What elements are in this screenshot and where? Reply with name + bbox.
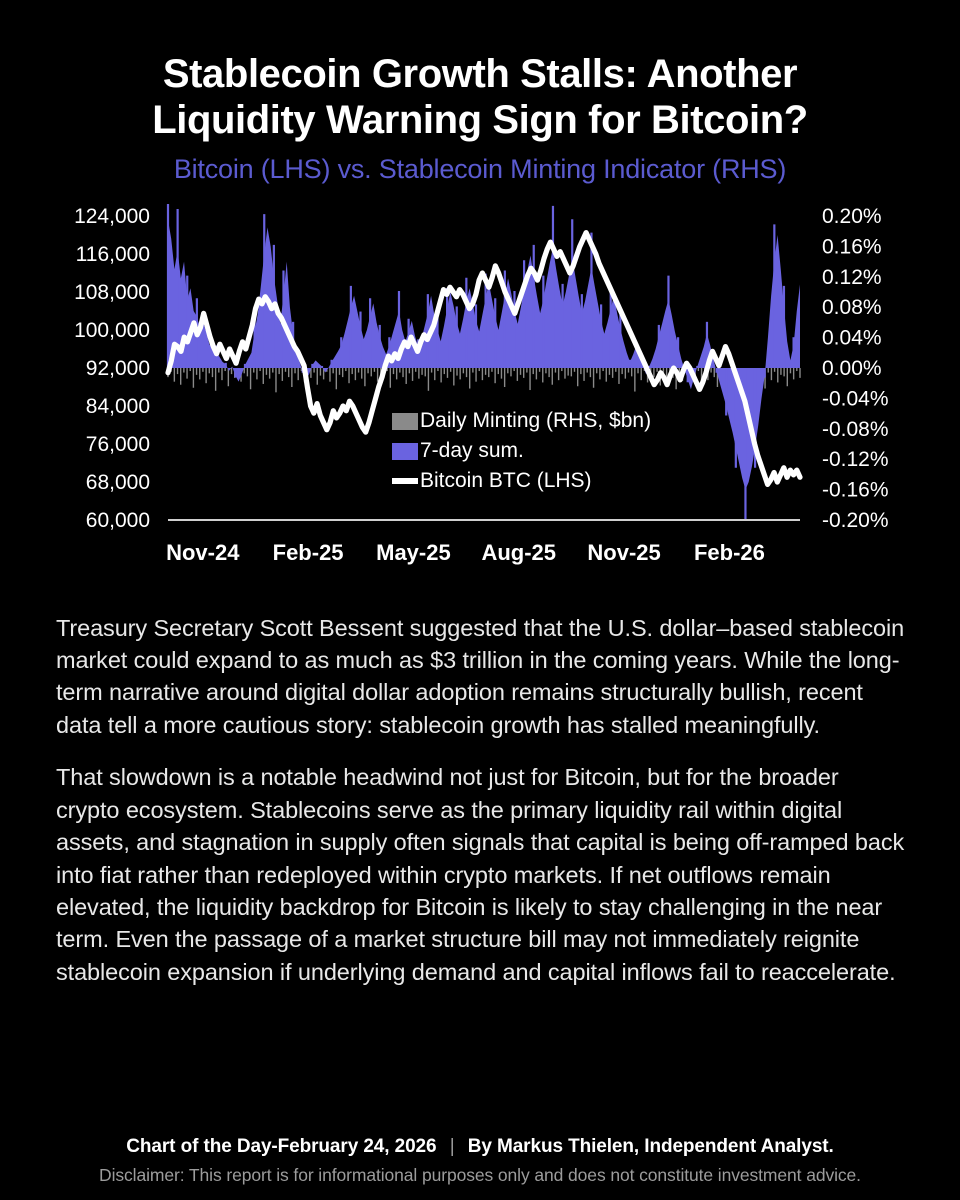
x-axis-tick: Aug-25 bbox=[481, 540, 556, 565]
chart-container: 124,000 116,000 108,000 100,000 92,000 84,000… bbox=[0, 203, 960, 604]
right-axis-tick: -0.16% bbox=[822, 478, 889, 501]
title-line-2: Liquidity Warning Sign for Bitcoin? bbox=[152, 97, 808, 142]
left-axis-tick-labels: 124,000 116,000 108,000 100,000 92,000 84,000… bbox=[74, 205, 150, 532]
x-axis-tick: May-25 bbox=[376, 540, 451, 565]
left-axis-tick: 108,000 bbox=[74, 281, 150, 304]
left-axis-tick: 124,000 bbox=[74, 205, 150, 228]
article-body: Treasury Secretary Scott Bessent suggest… bbox=[0, 604, 960, 989]
header: Stablecoin Growth Stalls: Another Liquid… bbox=[0, 0, 960, 186]
left-axis-tick: 116,000 bbox=[76, 243, 150, 266]
footer: Chart of the Day-February 24, 2026 | By … bbox=[0, 1136, 960, 1186]
right-axis-tick: 0.08% bbox=[822, 296, 882, 319]
right-axis-tick: -0.20% bbox=[822, 509, 889, 532]
right-axis-tick: 0.00% bbox=[822, 357, 882, 380]
x-axis-tick: Nov-24 bbox=[166, 540, 240, 565]
legend-swatch bbox=[392, 412, 418, 430]
right-axis-tick: 0.04% bbox=[822, 326, 882, 349]
right-axis-tick: -0.04% bbox=[822, 387, 889, 410]
page-title: Stablecoin Growth Stalls: Another Liquid… bbox=[56, 52, 904, 143]
footer-disclaimer: Disclaimer: This report is for informati… bbox=[99, 1165, 861, 1185]
footer-byline: By Markus Thielen, Independent Analyst. bbox=[467, 1136, 834, 1157]
left-axis-tick: 68,000 bbox=[86, 471, 150, 494]
body-paragraph-1: Treasury Secretary Scott Bessent suggest… bbox=[56, 614, 905, 738]
legend-label: 7-day sum. bbox=[420, 439, 524, 462]
page-subtitle: Bitcoin (LHS) vs. Stablecoin Minting Ind… bbox=[173, 154, 787, 185]
footer-credit-line: Chart of the Day-February 24, 2026 | By … bbox=[0, 1136, 960, 1158]
left-axis-tick: 60,000 bbox=[86, 509, 150, 532]
right-axis-tick: 0.12% bbox=[822, 265, 882, 288]
x-axis-tick-labels: Nov-24 Feb-25 May-25 Aug-25 Nov-25 Feb-26 bbox=[166, 540, 765, 565]
left-axis-tick: 92,000 bbox=[86, 357, 150, 380]
legend-swatch bbox=[392, 442, 418, 460]
right-axis-tick: -0.12% bbox=[822, 448, 889, 471]
left-axis-tick: 84,000 bbox=[86, 395, 150, 418]
right-axis-tick: 0.16% bbox=[822, 235, 882, 258]
right-axis-tick: -0.08% bbox=[822, 417, 889, 440]
right-axis-tick: 0.20% bbox=[822, 205, 882, 228]
left-axis-tick: 76,000 bbox=[86, 433, 150, 456]
chart-legend: Daily Minting (RHS, $bn) 7-day sum. Bitcoi… bbox=[392, 409, 651, 492]
bitcoin-price-line bbox=[165, 229, 803, 487]
body-paragraph-2: That slowdown is a notable headwind not … bbox=[56, 764, 905, 985]
legend-label: Daily Minting (RHS, $bn) bbox=[420, 409, 651, 432]
x-axis-tick: Nov-25 bbox=[587, 540, 660, 565]
chart-of-the-day-label: Chart of the Day-February 24, 2026 bbox=[126, 1136, 437, 1157]
x-axis-tick: Feb-25 bbox=[273, 540, 344, 565]
right-axis-tick-labels: 0.20% 0.16% 0.12% 0.08% 0.04% 0.00% -0.04% -0.0… bbox=[822, 205, 889, 532]
legend-label: Bitcoin BTC (LHS) bbox=[420, 469, 592, 492]
stablecoin-minting-chart: 124,000 116,000 108,000 100,000 92,000 84,000… bbox=[74, 203, 889, 565]
left-axis-tick: 100,000 bbox=[74, 319, 150, 342]
title-line-1: Stablecoin Growth Stalls: Another bbox=[162, 52, 798, 96]
x-axis-tick: Feb-26 bbox=[694, 540, 765, 565]
footer-separator: | bbox=[449, 1136, 455, 1157]
